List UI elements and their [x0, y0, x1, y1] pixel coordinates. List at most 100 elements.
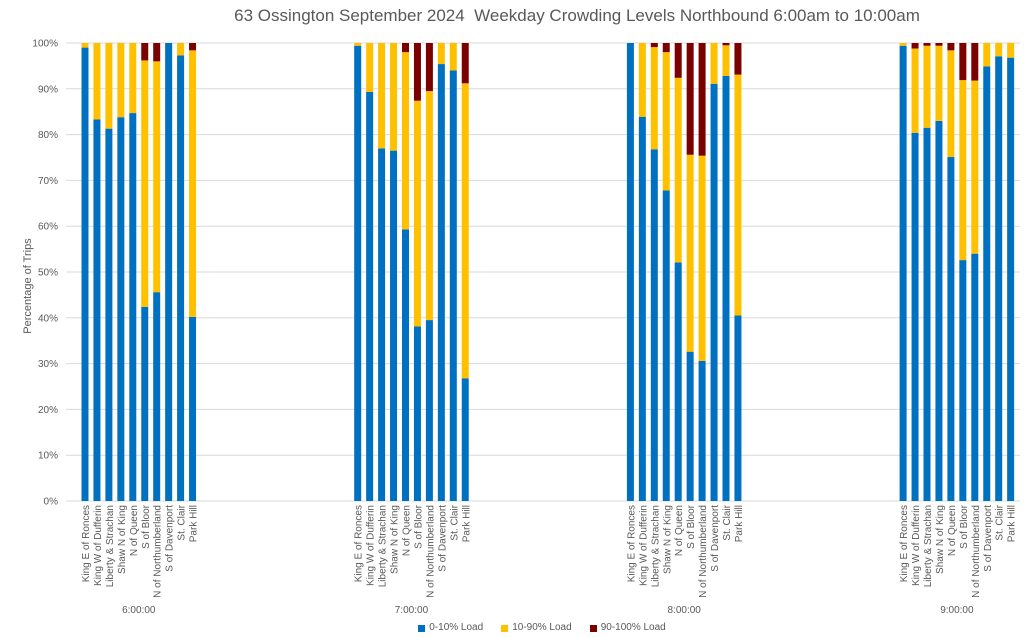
- bar-segment-0-10-load: [983, 66, 991, 501]
- y-tick-label: 20%: [38, 405, 58, 416]
- x-category-label: S of Bloor: [413, 504, 424, 549]
- bar-segment-0-10-load: [722, 75, 730, 501]
- bar-segment-10-90-load: [1007, 43, 1015, 58]
- bar-segment-10-90-load: [437, 43, 445, 65]
- bar-segment-10-90-load: [378, 43, 386, 149]
- bar-segment-0-10-load: [662, 190, 670, 501]
- x-category-label: S of Davenport: [710, 505, 721, 572]
- bar-segment-10-90-load: [947, 50, 955, 158]
- x-group-label: 8:00:00: [667, 605, 701, 616]
- bar-segment-10-90-load: [959, 80, 967, 261]
- bar-segment-90-100-load: [413, 43, 421, 101]
- bar-segment-10-90-load: [923, 45, 931, 128]
- bar-segment-10-90-load: [461, 83, 469, 379]
- x-category-label: Park Hill: [461, 505, 472, 542]
- x-category-label: Shaw N of King: [390, 505, 401, 574]
- bar-segment-0-10-load: [1007, 57, 1015, 501]
- bar-segment-10-90-load: [189, 50, 197, 317]
- bar-segment-10-90-load: [710, 43, 718, 84]
- bar-segment-90-100-load: [153, 43, 161, 62]
- x-group-label: 6:00:00: [122, 605, 156, 616]
- bar-segment-0-10-load: [93, 119, 101, 502]
- bar-segment-0-10-load: [425, 320, 433, 501]
- bar-segment-10-90-load: [81, 43, 89, 48]
- bar-segment-10-90-load: [449, 43, 457, 71]
- bar-segment-10-90-load: [366, 43, 374, 93]
- bar-segment-0-10-load: [674, 262, 682, 501]
- bar-segment-10-90-load: [686, 154, 694, 352]
- y-tick-label: 90%: [38, 84, 58, 95]
- bar-segment-90-100-load: [698, 43, 706, 156]
- bar-segment-90-100-load: [734, 43, 742, 75]
- x-category-label: Liberty & Strachan: [650, 505, 661, 587]
- bar-segment-0-10-load: [413, 326, 421, 501]
- bar-segment-0-10-load: [402, 229, 409, 501]
- legend-label: 10-90% Load: [512, 622, 572, 633]
- x-category-label: King E of Ronces: [899, 505, 910, 582]
- bar-segment-10-90-load: [995, 43, 1003, 57]
- x-category-label: N of Northumberland: [425, 505, 436, 598]
- bar-segment-0-10-load: [129, 113, 137, 501]
- x-category-label: Liberty & Strachan: [105, 505, 116, 587]
- bar-segment-0-10-load: [650, 149, 658, 502]
- legend: 0-10% Load 10-90% Load 90-100% Load: [0, 622, 1024, 634]
- bar-segment-0-10-load: [449, 70, 457, 501]
- bar-segment-10-90-load: [983, 43, 991, 67]
- bar-segment-0-10-load: [354, 45, 362, 502]
- x-category-label: St. Clair: [995, 504, 1006, 540]
- y-tick-label: 100%: [32, 39, 58, 50]
- x-category-label: S of Bloor: [686, 504, 697, 549]
- bar-segment-90-100-load: [947, 43, 955, 51]
- x-category-label: King W of Dufferin: [638, 505, 649, 586]
- bar-segment-0-10-load: [177, 55, 185, 502]
- x-category-label: N of Queen: [674, 505, 685, 556]
- bar-segment-10-90-load: [153, 61, 161, 293]
- bar-segment-90-100-load: [971, 43, 979, 81]
- bar-segment-0-10-load: [378, 148, 386, 501]
- x-category-label: King E of Ronces: [626, 505, 637, 582]
- x-category-label: N of Queen: [947, 505, 958, 556]
- bar-segment-0-10-load: [959, 260, 967, 501]
- bar-segment-90-100-load: [461, 43, 469, 84]
- x-category-label: St. Clair: [449, 504, 460, 540]
- bar-segment-0-10-load: [437, 64, 445, 502]
- bar-segment-0-10-load: [638, 116, 646, 501]
- legend-swatch: [501, 624, 509, 632]
- bar-segment-0-10-load: [366, 92, 374, 502]
- bar-segment-10-90-load: [105, 43, 113, 129]
- x-category-label: S of Davenport: [437, 505, 448, 572]
- bar-segment-90-100-load: [650, 43, 658, 48]
- x-category-label: King E of Ronces: [81, 505, 92, 582]
- bar-segment-10-90-load: [141, 60, 149, 307]
- x-category-label: Shaw N of King: [117, 505, 128, 574]
- legend-label: 90-100% Load: [600, 622, 666, 633]
- x-category-label: S of Davenport: [165, 505, 176, 572]
- bar-segment-0-10-load: [686, 351, 694, 501]
- bar-segment-0-10-load: [899, 45, 907, 502]
- bar-segment-0-10-load: [947, 157, 955, 502]
- x-group-label: 7:00:00: [395, 605, 429, 616]
- legend-item: 0-10% Load: [418, 622, 483, 634]
- bar-segment-0-10-load: [390, 150, 398, 501]
- x-category-label: S of Bloor: [141, 504, 152, 549]
- bar-segment-10-90-load: [698, 155, 706, 361]
- legend-swatch: [589, 624, 597, 632]
- x-category-label: King W of Dufferin: [93, 505, 104, 586]
- bar-segment-10-90-load: [402, 52, 409, 230]
- bar-segment-10-90-load: [117, 43, 125, 118]
- bar-segment-0-10-load: [165, 43, 173, 501]
- bar-segment-0-10-load: [117, 117, 125, 502]
- x-category-label: N of Northumberland: [698, 505, 709, 598]
- x-group-label: 9:00:00: [940, 605, 974, 616]
- y-tick-label: 80%: [38, 130, 58, 141]
- bar-segment-10-90-load: [674, 77, 682, 263]
- bar-segment-10-90-load: [911, 48, 919, 133]
- bar-segment-10-90-load: [935, 45, 943, 121]
- bar-segment-10-90-load: [129, 43, 137, 114]
- bar-segment-0-10-load: [698, 360, 706, 501]
- x-category-label: Park Hill: [189, 505, 200, 542]
- bar-segment-90-100-load: [686, 43, 694, 155]
- bar-segment-0-10-load: [911, 132, 919, 501]
